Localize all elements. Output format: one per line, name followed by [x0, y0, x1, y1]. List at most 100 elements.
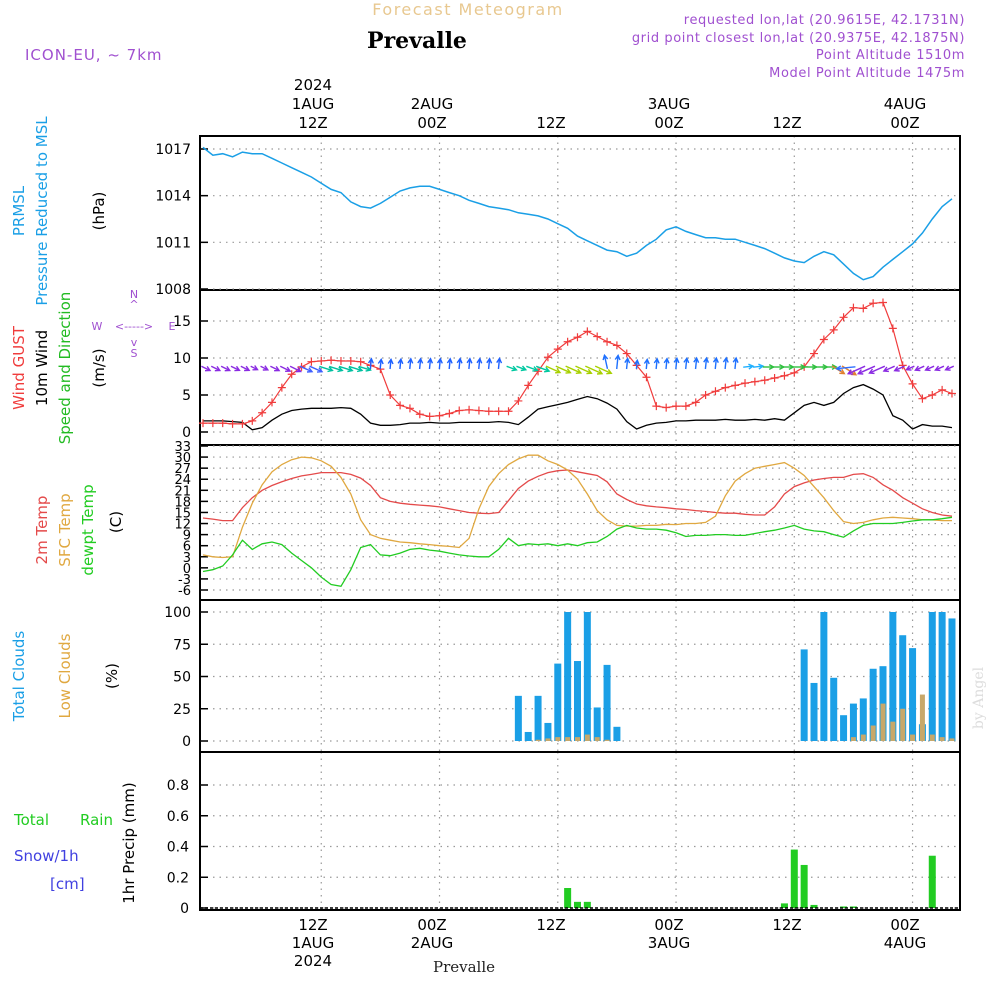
- gust-marker-59: [780, 371, 789, 380]
- wind-ytick-label-3: 0: [182, 425, 191, 441]
- wind-arrow-66: [836, 366, 856, 370]
- precip-ytick-label-2: 0.4: [167, 840, 189, 856]
- pressure-ytick-label-0: 1017: [155, 142, 191, 158]
- wind10m-label: 10m Wind: [33, 330, 51, 406]
- gust-marker-38: [573, 333, 582, 342]
- gust-marker-45: [642, 373, 651, 382]
- wind-arrow-head-64: [839, 368, 846, 375]
- wind-panel-labels: Wind GUST 10m Wind Speed and Direction (…: [10, 288, 176, 444]
- wind-arrow-head-20: [397, 357, 404, 365]
- wind-arrow-head-1: [214, 366, 222, 372]
- grid-coords: grid point closest lon,lat (20.9375E, 42…: [632, 31, 965, 46]
- wind-arrow-25: [448, 358, 451, 370]
- wind-arrow-37: [565, 365, 582, 374]
- gust-marker-67: [859, 304, 868, 313]
- wind-arrow-53: [724, 357, 727, 370]
- gust-marker-25: [445, 409, 454, 418]
- gust-marker-75: [938, 385, 947, 394]
- rain-bar-62: [810, 904, 818, 908]
- requested-coords: requested lon,lat (20.9615E, 42.1731N): [684, 13, 965, 28]
- top-label-1: 2024 1AUG 12Z: [292, 76, 334, 132]
- low-cloud-bar-35: [545, 738, 551, 741]
- total-cloud-bar-76: [948, 618, 956, 741]
- wind-arrow-26: [458, 358, 461, 370]
- compass-e: E: [169, 320, 176, 333]
- gust-marker-31: [504, 407, 513, 416]
- gust-marker-39: [583, 327, 592, 336]
- wind-arrow-head-52: [712, 356, 719, 363]
- wind-ytick-label-1: 10: [173, 351, 191, 367]
- top-label-6-l1: 4AUG: [884, 95, 926, 113]
- pressure-ytick-label-2: 1011: [155, 235, 191, 251]
- wind-arrow-head-42: [614, 353, 621, 361]
- pressure-ytick-label-1: 1014: [155, 189, 191, 205]
- total-cloud-bar-69: [879, 666, 887, 741]
- wind-arrow-17: [369, 358, 373, 370]
- gust-marker-11: [307, 357, 316, 366]
- wind-ytick-label-0: 15: [173, 314, 191, 330]
- wind-arrow-14: [338, 365, 353, 372]
- wind-arrow-head-9: [295, 366, 303, 373]
- wind-arrow-head-46: [653, 357, 660, 364]
- wind-arrow-70: [883, 365, 895, 372]
- gust-marker-2: [218, 419, 227, 428]
- bottom-label-6-l2: 4AUG: [884, 934, 926, 952]
- top-label-3-l1: 12Z: [536, 114, 565, 132]
- model-altitude: Model Point Altitude 1475m: [769, 66, 965, 81]
- temp-ytick-label-0: 33: [174, 440, 191, 455]
- gust-marker-63: [819, 335, 828, 344]
- pressure-unit-label: (hPa): [90, 192, 108, 231]
- gust-marker-19: [386, 391, 395, 399]
- cloud-ytick-label-2: 50: [173, 670, 191, 686]
- gust-marker-6: [258, 408, 267, 417]
- wind-arrow-50: [694, 358, 698, 370]
- wind-arrow-head-10: [306, 367, 314, 373]
- wind-arrow-head-63: [831, 363, 838, 371]
- bottom-label-1-l3: 2024: [294, 952, 332, 970]
- top-label-6-l2: 00Z: [890, 114, 919, 132]
- top-label-1-l1: 2024: [294, 76, 332, 94]
- total-cloud-bar-40: [593, 707, 601, 741]
- precip-ytick-label-1: 0.6: [167, 809, 189, 825]
- wind-panel: 15 10 5 0: [173, 299, 960, 441]
- wind-unit-label: (m/s): [90, 348, 108, 387]
- prmsl-desc-label: Pressure Reduced to MSL: [33, 116, 51, 306]
- wind-arrow-7: [270, 365, 280, 372]
- wind-arrow-head-17: [367, 357, 374, 364]
- total-cloud-bar-36: [554, 663, 562, 741]
- temp-ytick-label-12: -3: [178, 573, 191, 588]
- low-cloud-bar-40: [594, 737, 600, 741]
- wind-arrow-head-76: [944, 365, 951, 371]
- pressure-line: [202, 146, 953, 281]
- wind-arrow-52: [714, 358, 718, 370]
- gust-marker-26: [455, 406, 464, 415]
- gust-marker-5: [248, 416, 257, 425]
- snow-label: Snow/1h: [14, 847, 79, 865]
- gust-marker-53: [721, 383, 730, 392]
- wind-arrow-1: [210, 365, 221, 372]
- wind-arrow-head-71: [893, 366, 900, 372]
- total-cloud-bar-68: [869, 668, 877, 741]
- top-label-6: 4AUG 00Z: [884, 95, 926, 132]
- total-label: Total: [13, 811, 49, 829]
- wind-arrow-30: [497, 358, 501, 370]
- wind-arrow-22: [418, 358, 422, 370]
- wind-arrow-0: [201, 365, 211, 372]
- wind-arrow-51: [704, 358, 708, 370]
- wind-arrow-34: [535, 365, 550, 372]
- total-cloud-bar-38: [573, 661, 581, 741]
- gust-marker-8: [277, 383, 286, 392]
- wind-arrow-head-23: [427, 357, 434, 364]
- wind-arrow-20: [399, 359, 402, 370]
- total-cloud-bar-65: [840, 715, 848, 741]
- top-label-1-l3: 12Z: [298, 114, 327, 132]
- gust-marker-12: [317, 356, 326, 365]
- gust-marker-42: [612, 341, 621, 350]
- gust-marker-13: [327, 356, 336, 365]
- cloud-panel-labels: Total Clouds Low Clouds (%) by Angel: [10, 631, 987, 730]
- model-label: ICON-EU, ~ 7km: [25, 46, 163, 64]
- gust-marker-47: [662, 403, 671, 412]
- wind-arrow-head-48: [673, 356, 680, 364]
- vertical-gridlines: [320, 136, 914, 910]
- gust-marker-43: [622, 349, 631, 358]
